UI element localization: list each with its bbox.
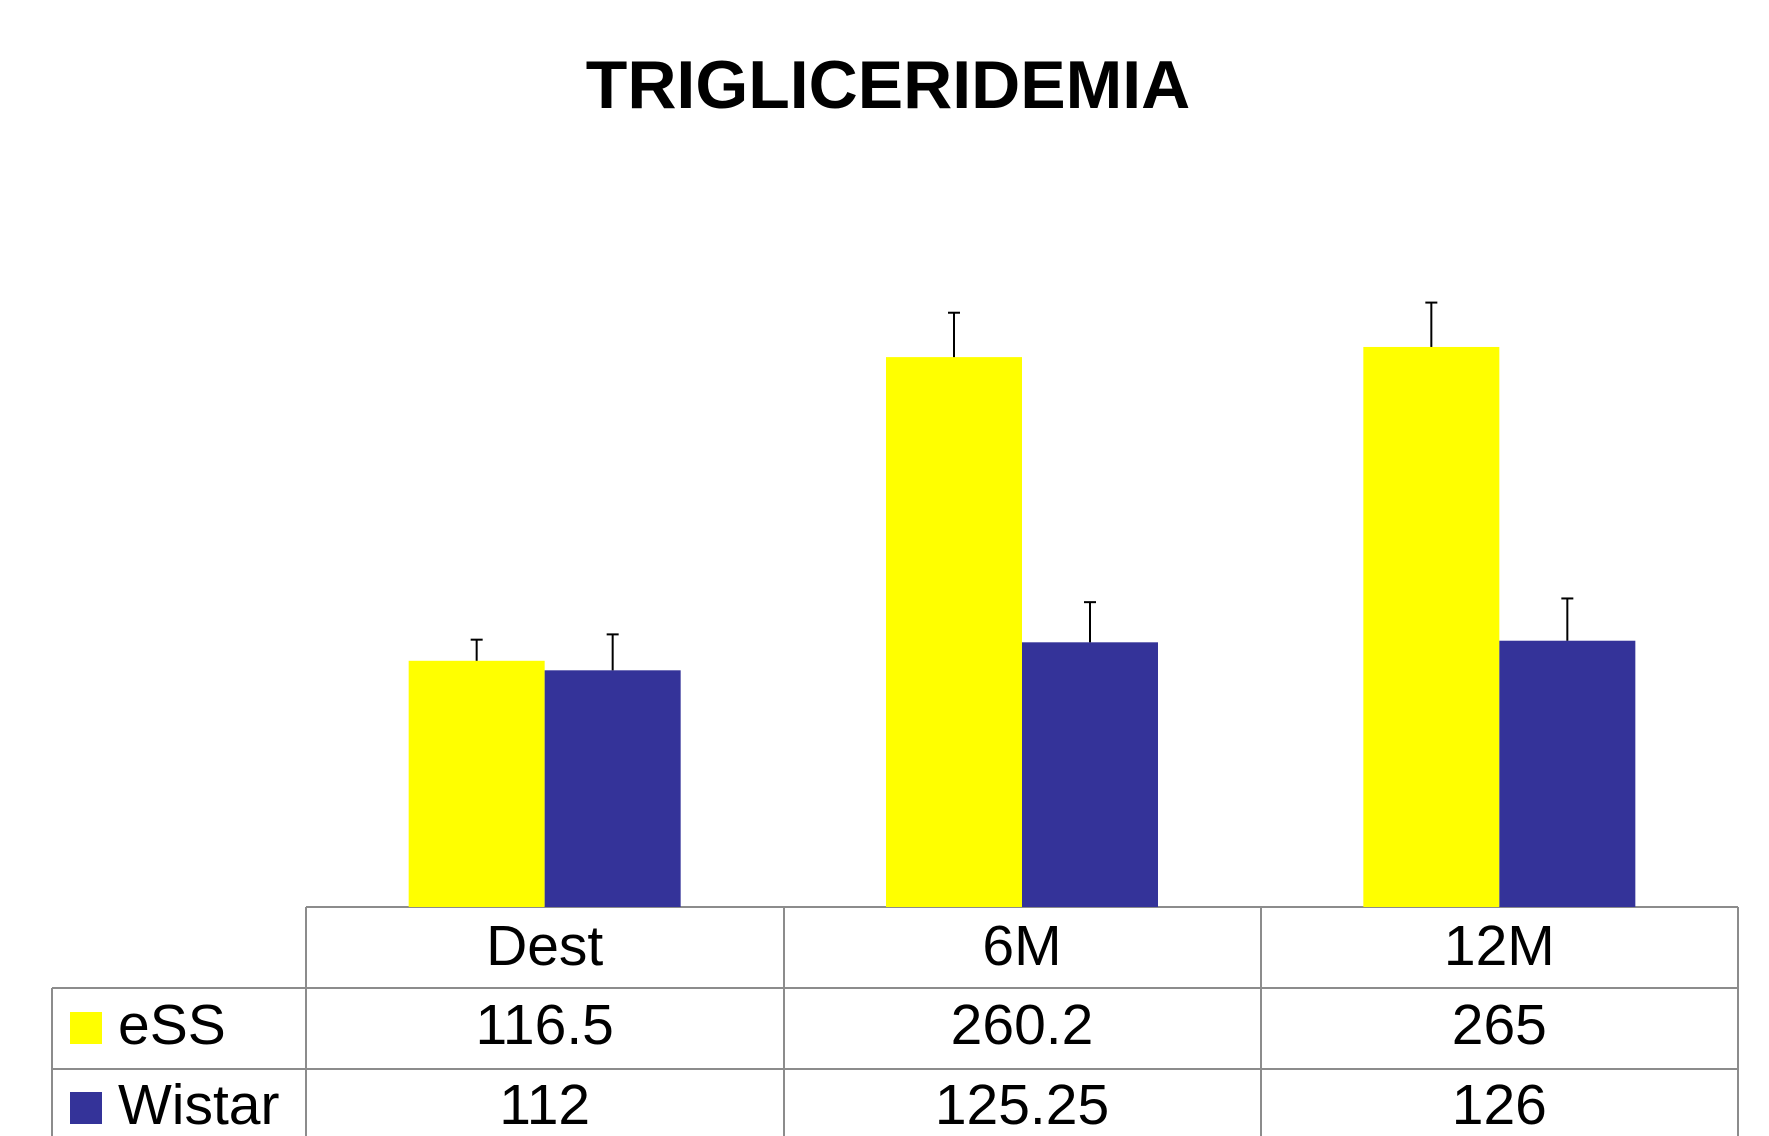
bar bbox=[544, 670, 681, 907]
error-bar bbox=[948, 311, 960, 358]
table-value: 112 bbox=[499, 1073, 590, 1136]
error-bar bbox=[470, 638, 483, 661]
table-value: 265 bbox=[1452, 993, 1547, 1057]
chart-title: TRIGLICERIDEMIA bbox=[586, 47, 1190, 123]
table-value: 116.5 bbox=[475, 993, 613, 1057]
legend-swatch bbox=[70, 1092, 102, 1124]
table-value: 126 bbox=[1452, 1073, 1547, 1136]
legend-label: Wistar bbox=[118, 1073, 280, 1136]
error-bar bbox=[1561, 597, 1574, 641]
table-value: 125.25 bbox=[935, 1073, 1109, 1136]
x-tick-label: Dest bbox=[486, 914, 603, 978]
table-value: 260.2 bbox=[951, 993, 1094, 1057]
x-tick-label: 6M bbox=[982, 914, 1061, 978]
x-tick-label: 12M bbox=[1444, 914, 1555, 978]
legend-label: eSS bbox=[118, 993, 226, 1057]
bar bbox=[408, 660, 545, 907]
bar bbox=[1363, 346, 1500, 907]
error-bar bbox=[1084, 601, 1096, 643]
bar bbox=[1022, 642, 1158, 907]
bar bbox=[886, 357, 1022, 907]
legend-swatch bbox=[70, 1012, 102, 1044]
error-bar bbox=[1425, 301, 1438, 347]
bar bbox=[1499, 640, 1636, 907]
error-bar bbox=[606, 633, 619, 671]
